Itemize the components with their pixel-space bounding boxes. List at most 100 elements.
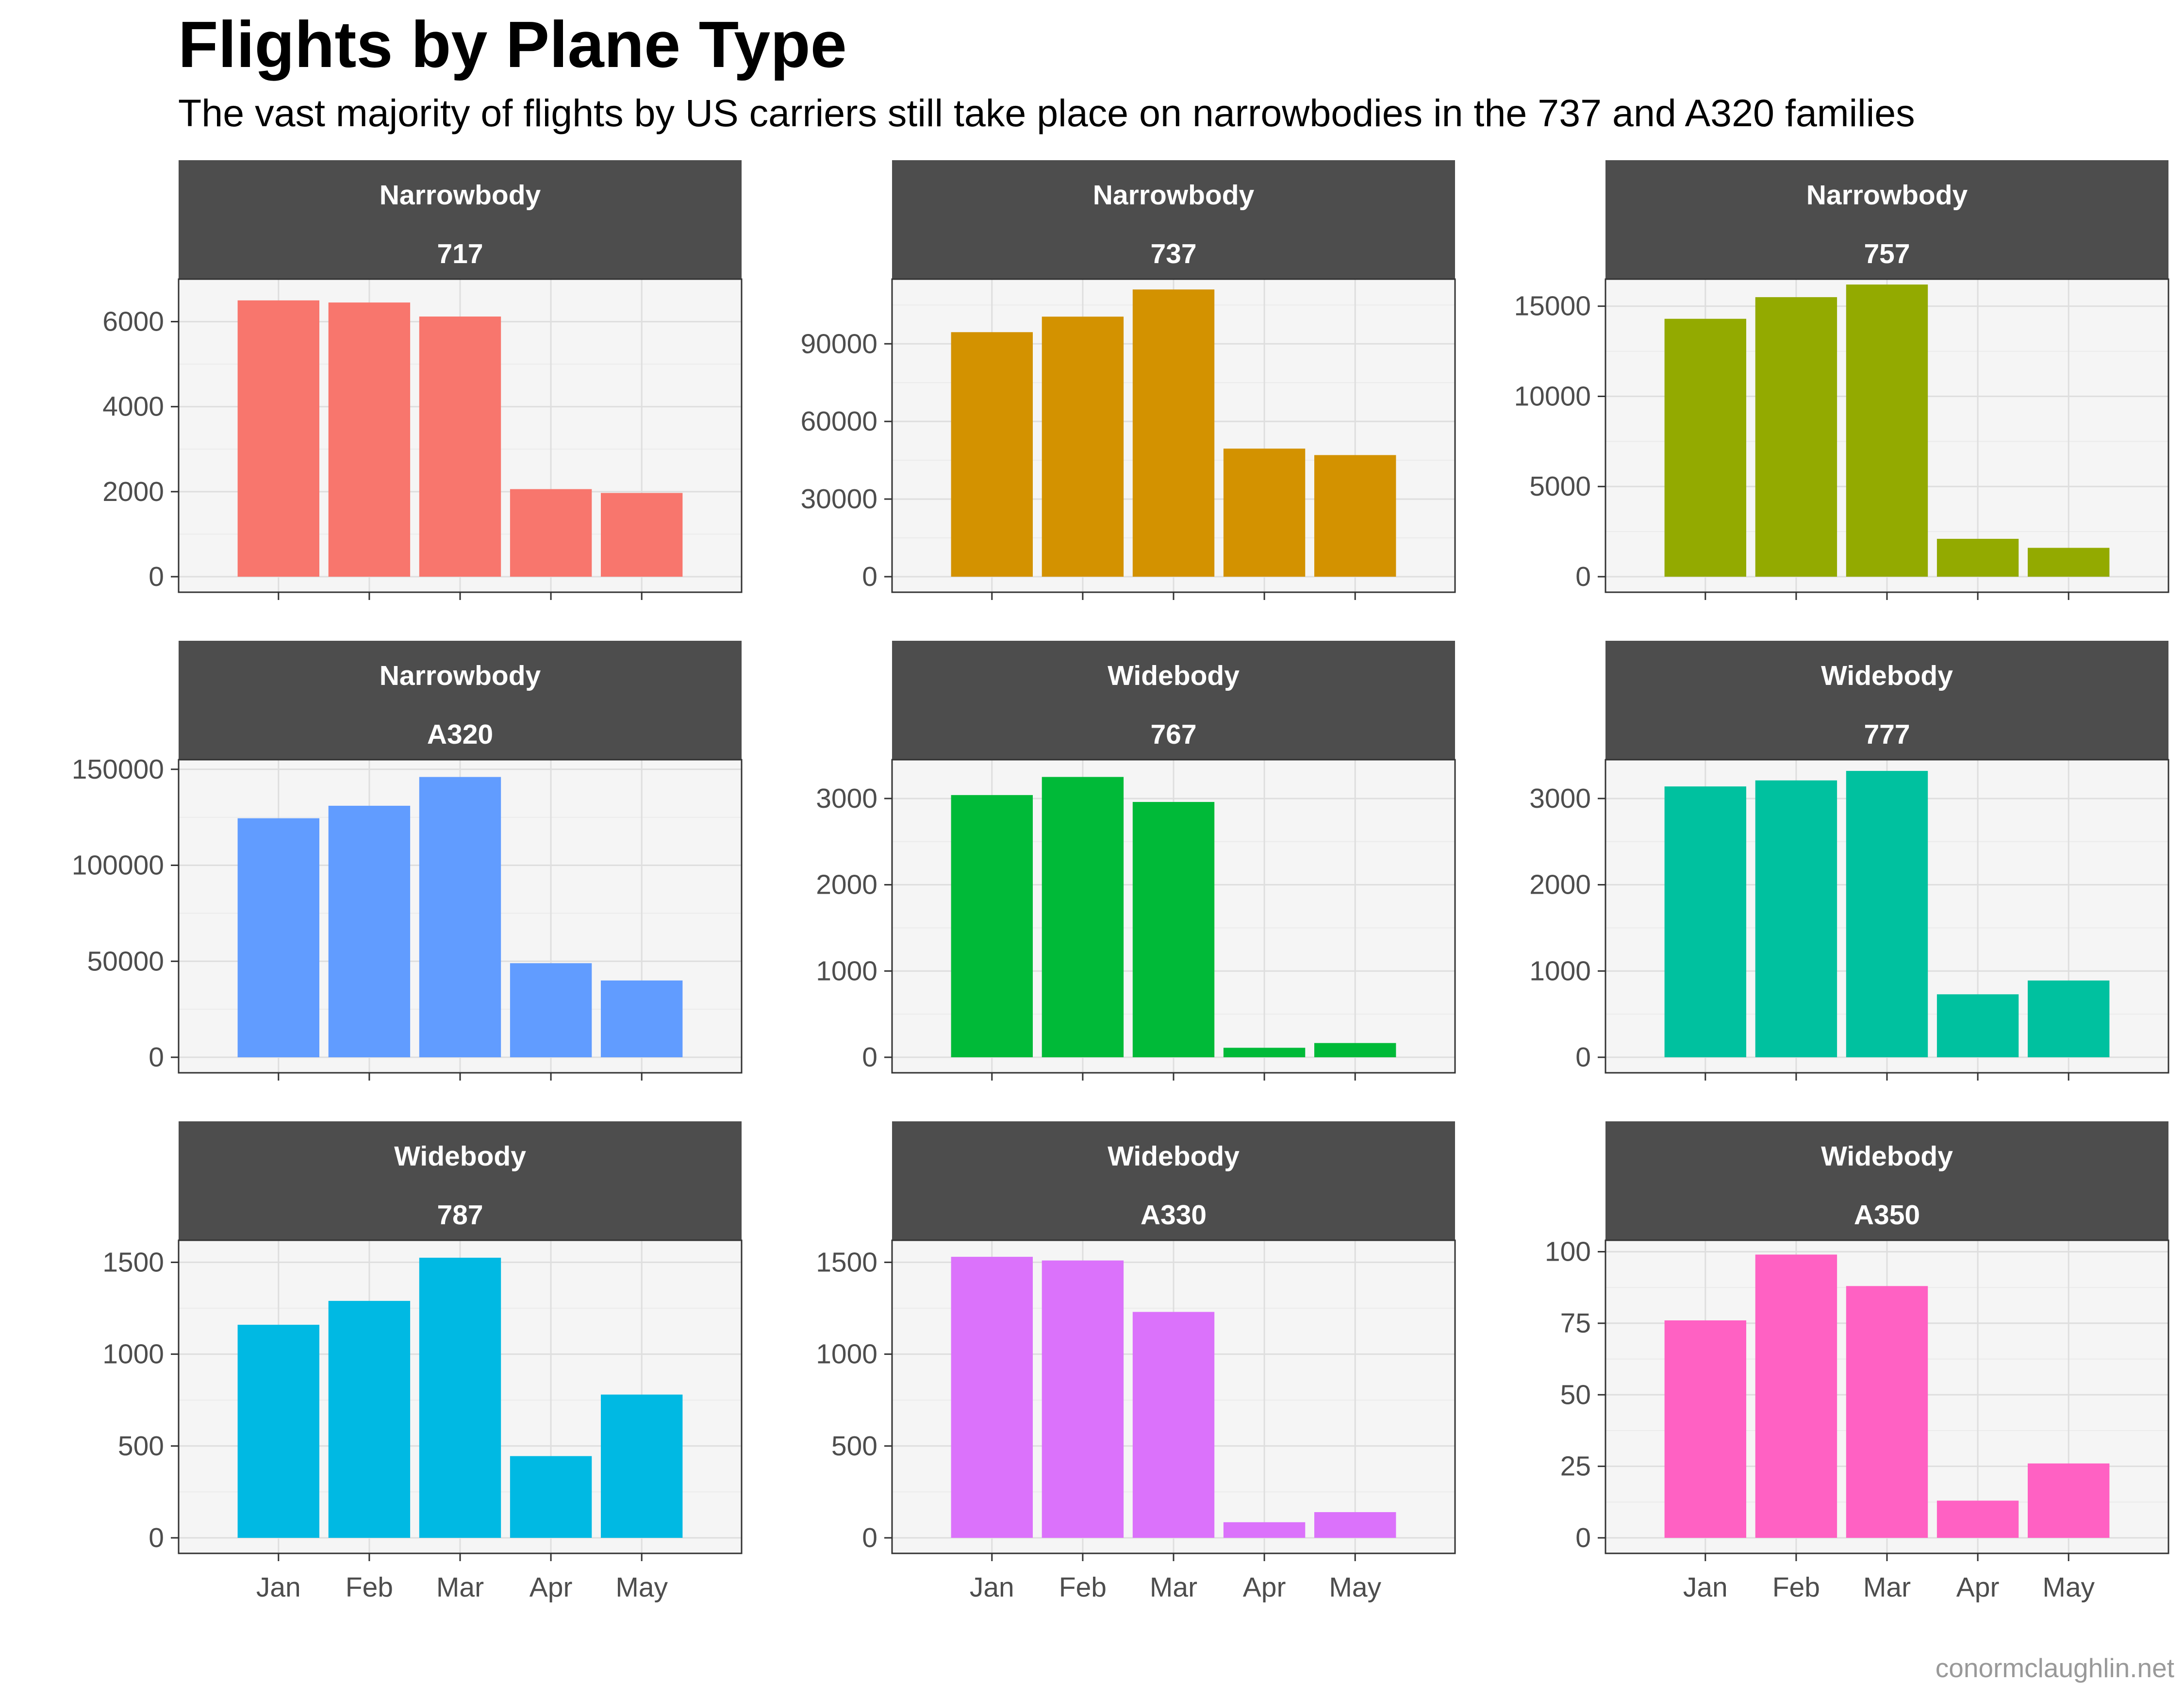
bar-787-may — [601, 1394, 683, 1538]
panel-737: Narrowbody 737 0 30000 60000 90000 — [800, 160, 1456, 600]
y-tick-label: 500 — [831, 1431, 877, 1462]
bar-717-jan — [237, 300, 319, 577]
bar-737-jan — [951, 332, 1033, 577]
strip-type-label: 777 — [1864, 719, 1910, 750]
bar-737-may — [1314, 455, 1396, 577]
strip-type-label: 757 — [1864, 238, 1910, 269]
bar-737-mar — [1132, 289, 1215, 577]
y-tick-label: 0 — [1575, 561, 1591, 592]
strip-767 — [892, 641, 1455, 760]
strip-type-label: 737 — [1150, 238, 1196, 269]
bar-a350-may — [2028, 1463, 2110, 1538]
y-tick-label: 5000 — [1529, 471, 1591, 502]
panel-a350: Widebody A350 0 25 50 75 100 Jan Feb Mar Apr May — [1545, 1121, 2169, 1603]
y-tick-label: 1000 — [816, 955, 877, 986]
bar-717-mar — [419, 316, 501, 577]
y-tick-label: 30000 — [800, 483, 877, 515]
chart-caption: conormclaughlin.net — [1935, 1653, 2174, 1683]
strip-757 — [1605, 160, 2168, 279]
bar-777-may — [2028, 980, 2110, 1057]
y-tick-label: 60000 — [800, 406, 877, 437]
x-tick-label: Mar — [436, 1572, 484, 1603]
bar-a320-jan — [237, 818, 319, 1057]
bar-787-apr — [510, 1456, 592, 1538]
y-tick-label: 150000 — [72, 754, 164, 785]
strip-group-label: Narrowbody — [380, 660, 541, 691]
y-tick-label: 1000 — [102, 1339, 164, 1370]
x-tick-label: Jan — [256, 1572, 301, 1603]
y-tick-label: 1000 — [1529, 955, 1591, 986]
x-tick-label: Jan — [1683, 1572, 1728, 1603]
x-tick-label: May — [2042, 1572, 2095, 1603]
strip-group-label: Widebody — [394, 1141, 526, 1172]
bar-717-may — [601, 493, 683, 577]
y-tick-label: 1500 — [102, 1247, 164, 1278]
y-tick-label: 3000 — [1529, 783, 1591, 814]
strip-type-label: 767 — [1150, 719, 1196, 750]
y-tick-label: 0 — [862, 561, 877, 592]
strip-type-label: A330 — [1141, 1199, 1207, 1231]
strip-group-label: Widebody — [1821, 1141, 1953, 1172]
panel-787: Widebody 787 0 500 1000 1500 Jan Feb Mar Apr May — [102, 1121, 743, 1603]
bar-a350-mar — [1846, 1286, 1928, 1538]
chart-subtitle: The vast majority of flights by US carri… — [178, 91, 1915, 134]
strip-type-label: 717 — [437, 238, 483, 269]
bar-737-feb — [1042, 316, 1124, 577]
y-tick-label: 3000 — [816, 783, 877, 814]
strip-group-label: Narrowbody — [1093, 180, 1255, 211]
bar-a330-mar — [1132, 1312, 1215, 1538]
bar-787-feb — [328, 1300, 411, 1538]
bar-757-apr — [1936, 538, 2019, 577]
y-tick-label: 0 — [862, 1522, 877, 1553]
bar-a350-feb — [1755, 1254, 1837, 1538]
bar-757-feb — [1755, 297, 1837, 577]
y-tick-label: 2000 — [102, 476, 164, 507]
x-tick-label: May — [1329, 1572, 1381, 1603]
bar-777-mar — [1846, 771, 1928, 1057]
panel-a320: Narrowbody A320 0 50000 100000 150000 — [72, 641, 743, 1081]
bar-757-jan — [1664, 318, 1746, 577]
bar-767-feb — [1042, 777, 1124, 1057]
y-tick-label: 50000 — [87, 946, 164, 977]
bar-a320-mar — [419, 777, 501, 1057]
y-tick-label: 100 — [1545, 1236, 1591, 1267]
strip-717 — [179, 160, 742, 279]
bar-a330-jan — [951, 1257, 1033, 1538]
y-tick-label: 1500 — [816, 1247, 877, 1278]
bar-a320-apr — [510, 963, 592, 1057]
bar-a330-feb — [1042, 1260, 1124, 1538]
y-tick-label: 15000 — [1514, 291, 1591, 322]
strip-777 — [1605, 641, 2168, 760]
x-tick-label: Mar — [1863, 1572, 1911, 1603]
y-tick-label: 0 — [149, 1042, 164, 1073]
y-tick-label: 4000 — [102, 391, 164, 422]
strip-type-label: A320 — [427, 719, 493, 750]
bar-777-jan — [1664, 786, 1746, 1057]
bar-767-may — [1314, 1043, 1396, 1057]
panel-777: Widebody 777 0 1000 2000 3000 — [1529, 641, 2169, 1081]
y-tick-label: 1000 — [816, 1339, 877, 1370]
strip-group-label: Narrowbody — [1806, 180, 1968, 211]
strip-group-label: Widebody — [1821, 660, 1953, 691]
x-tick-label: Feb — [1059, 1572, 1107, 1603]
chart-title: Flights by Plane Type — [178, 8, 847, 81]
strip-a320 — [179, 641, 742, 760]
x-tick-label: May — [615, 1572, 668, 1603]
strip-type-label: 787 — [437, 1199, 483, 1231]
y-tick-label: 75 — [1560, 1308, 1591, 1339]
bar-a320-may — [601, 980, 683, 1057]
x-tick-label: Mar — [1150, 1572, 1197, 1603]
bar-a350-apr — [1936, 1500, 2019, 1538]
bar-767-mar — [1132, 802, 1215, 1057]
y-tick-label: 90000 — [800, 328, 877, 359]
panel-717: Narrowbody 717 0 2000 4000 6000 — [102, 160, 743, 600]
y-tick-label: 0 — [149, 1522, 164, 1553]
strip-group-label: Widebody — [1108, 1141, 1240, 1172]
bar-a350-jan — [1664, 1320, 1746, 1538]
strip-737 — [892, 160, 1455, 279]
bar-767-apr — [1223, 1048, 1306, 1057]
panel-757: Narrowbody 757 0 5000 10000 15000 — [1514, 160, 2169, 600]
y-tick-label: 6000 — [102, 306, 164, 337]
x-tick-label: Feb — [346, 1572, 393, 1603]
